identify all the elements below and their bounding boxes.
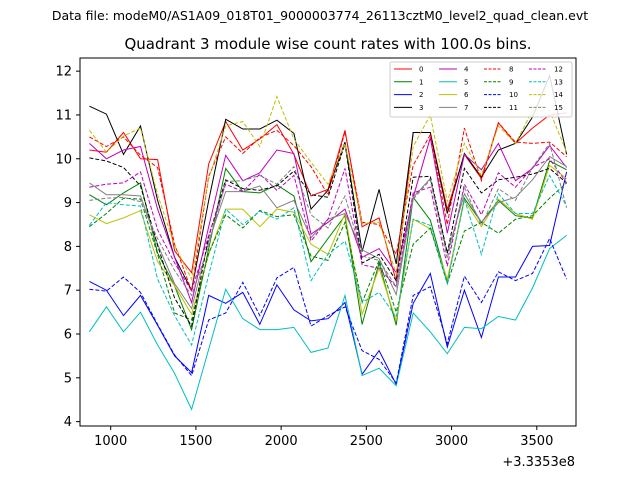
series-line-11 xyxy=(89,143,567,328)
legend-label-11: 11 xyxy=(509,104,518,112)
legend-label-15: 15 xyxy=(554,104,563,112)
y-tick-label: 8 xyxy=(64,240,72,255)
legend-label-12: 12 xyxy=(554,66,563,74)
chart-title: Quadrant 3 module wise count rates with … xyxy=(124,35,531,53)
legend-label-13: 13 xyxy=(554,78,563,86)
series-line-3 xyxy=(89,73,568,292)
x-tick-label: 1000 xyxy=(94,434,127,449)
legend-box xyxy=(389,61,573,118)
legend-label-3: 3 xyxy=(419,104,423,112)
legend-label-2: 2 xyxy=(419,91,423,99)
x-tick-label: 2500 xyxy=(350,434,383,449)
legend-label-6: 6 xyxy=(464,91,469,99)
legend-label-5: 5 xyxy=(464,78,468,86)
legend-label-1: 1 xyxy=(419,78,423,86)
x-axis-offset-label: +3.3353e8 xyxy=(502,455,575,470)
x-tick-label: 3500 xyxy=(520,434,553,449)
x-tick-label: 2000 xyxy=(265,434,298,449)
legend-label-9: 9 xyxy=(509,78,513,86)
series-line-9 xyxy=(89,182,567,321)
legend-label-7: 7 xyxy=(464,104,468,112)
data-file-label: Data file: modeM0/AS1A09_018T01_90000037… xyxy=(52,8,588,23)
series-line-13 xyxy=(88,174,568,347)
y-tick-label: 6 xyxy=(64,328,72,343)
legend-label-0: 0 xyxy=(419,66,423,74)
series-line-12 xyxy=(89,158,568,293)
x-tick-label: 1500 xyxy=(179,434,212,449)
y-tick-label: 10 xyxy=(55,152,72,167)
y-tick-label: 4 xyxy=(64,415,72,430)
y-tick-label: 11 xyxy=(55,108,72,123)
series-line-5 xyxy=(88,235,567,411)
series-line-14 xyxy=(89,95,568,281)
legend-label-4: 4 xyxy=(464,66,469,74)
legend-label-10: 10 xyxy=(509,91,518,99)
series-line-15 xyxy=(89,142,568,297)
series-line-4 xyxy=(89,137,567,305)
y-tick-label: 7 xyxy=(64,284,72,299)
y-tick-label: 12 xyxy=(55,65,72,80)
plot-area xyxy=(88,73,568,411)
legend-label-14: 14 xyxy=(554,91,563,99)
plot-frame xyxy=(79,57,577,427)
x-tick-label: 3000 xyxy=(435,434,468,449)
y-tick-label: 9 xyxy=(64,196,72,211)
series-line-10 xyxy=(89,237,568,385)
legend-label-8: 8 xyxy=(509,66,513,74)
y-tick-label: 5 xyxy=(64,371,72,386)
